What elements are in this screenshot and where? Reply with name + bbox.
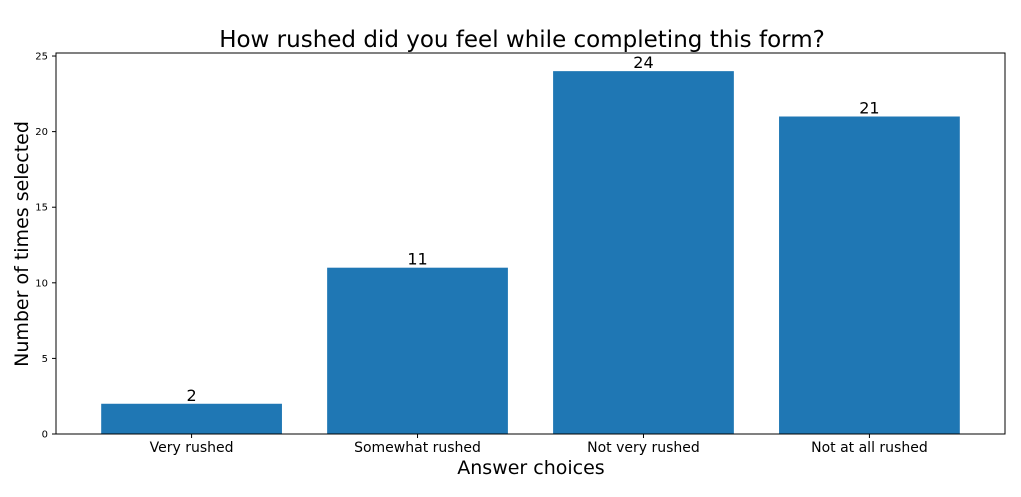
- bar-3: [779, 116, 960, 434]
- y-tick-label-3: 15: [35, 203, 48, 214]
- y-axis-label: Number of times selected: [11, 121, 33, 367]
- x-tick-label-1: Somewhat rushed: [354, 440, 481, 456]
- x-tick-label-2: Not very rushed: [587, 440, 700, 456]
- bars-group: [101, 71, 960, 435]
- y-tick-label-0: 0: [42, 430, 48, 441]
- bar-2: [553, 71, 734, 435]
- x-tick-label-3: Not at all rushed: [811, 440, 928, 456]
- plot-frame: [55, 52, 1006, 435]
- chart-title: How rushed did you feel while completing…: [219, 27, 825, 53]
- y-tick-label-4: 20: [35, 127, 48, 138]
- data-label-1: 11: [407, 250, 427, 269]
- x-tick-label-0: Very rushed: [150, 440, 234, 456]
- data-label-2: 24: [633, 53, 653, 72]
- y-tick-label-5: 25: [35, 52, 48, 63]
- data-label-0: 2: [186, 386, 196, 405]
- x-axis-label: Answer choices: [457, 457, 604, 479]
- y-tick-label-1: 5: [42, 354, 48, 365]
- data-label-3: 21: [859, 99, 879, 118]
- x-axis: Very rushed Somewhat rushed Not very rushe…: [150, 434, 928, 456]
- data-labels-group: 2 11 24 21: [186, 53, 879, 405]
- y-axis: 0 5 10 15 20 25: [35, 52, 56, 441]
- y-tick-label-2: 10: [35, 278, 48, 289]
- bar-0: [101, 403, 282, 434]
- bar-1: [327, 267, 508, 434]
